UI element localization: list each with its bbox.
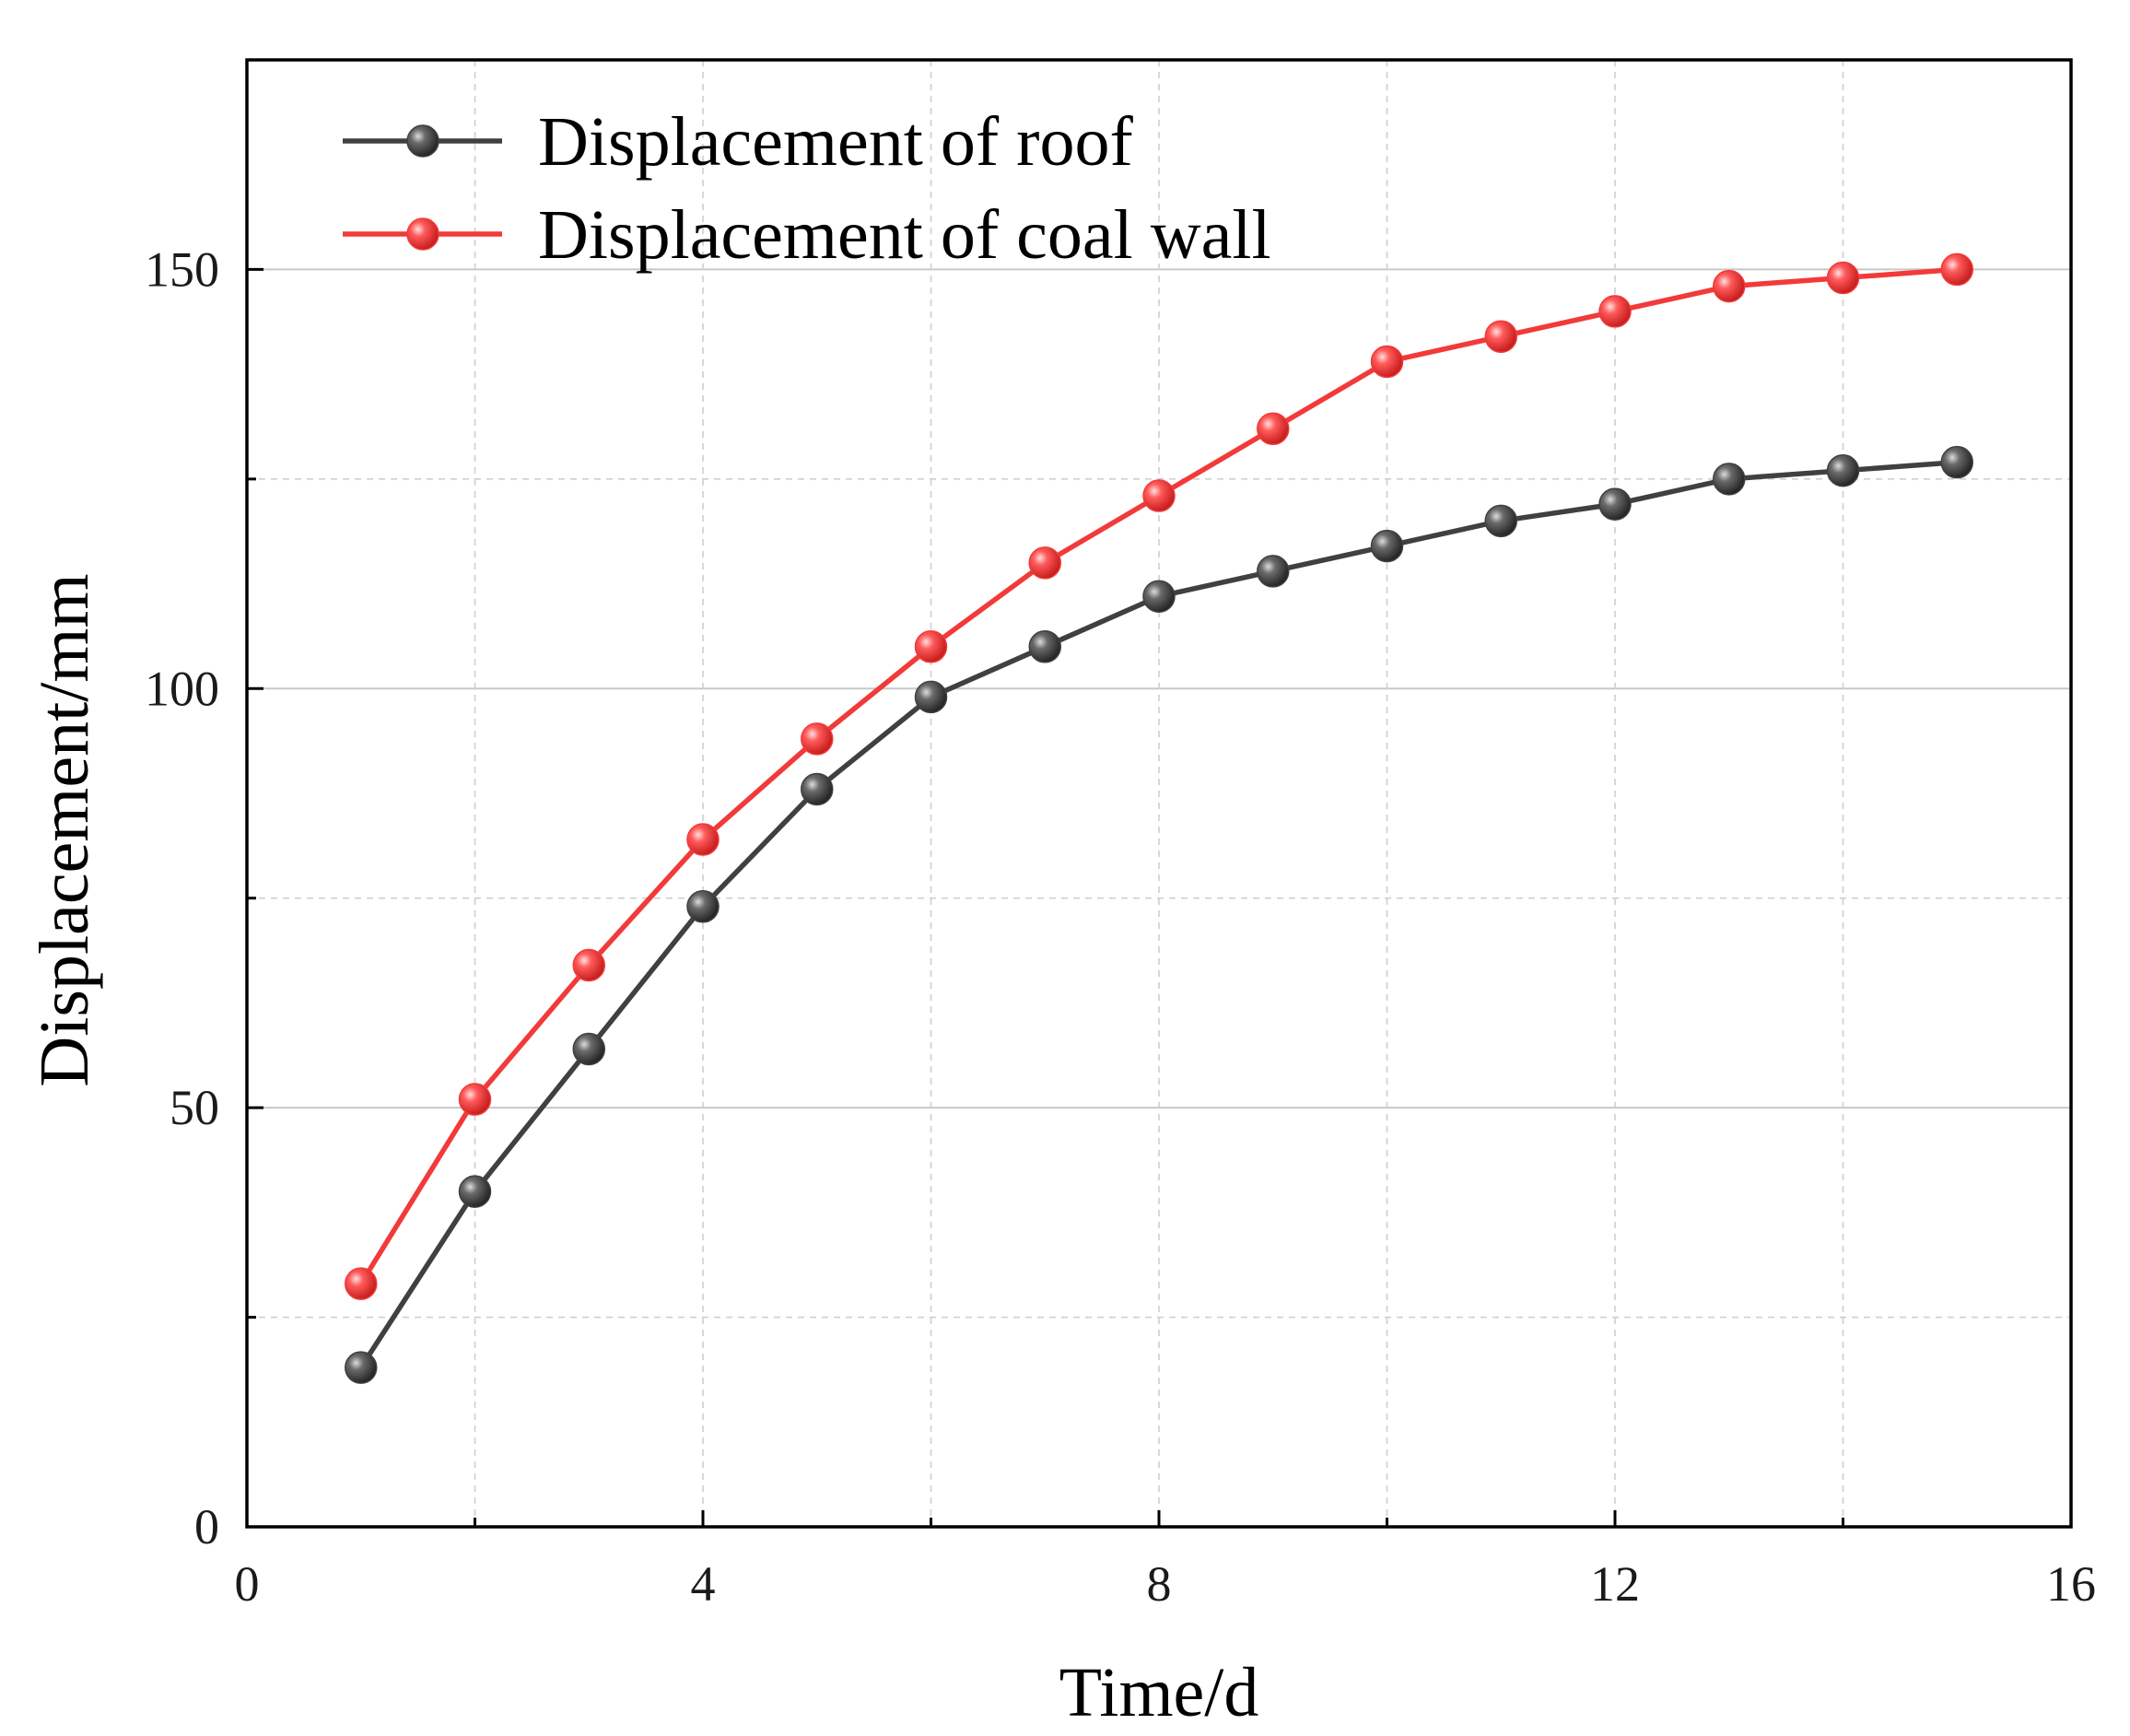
series-displacement-of-roof <box>345 445 1973 1384</box>
x-tick-label: 8 <box>1147 1556 1172 1612</box>
data-point <box>1028 546 1061 580</box>
x-axis-title: Time/d <box>1059 1654 1259 1731</box>
data-point <box>1598 295 1632 328</box>
data-point <box>572 948 605 982</box>
data-point <box>1940 445 1973 479</box>
data-point <box>572 1032 605 1066</box>
series-displacement-of-coal-wall <box>345 252 1973 1300</box>
data-point <box>1826 261 1860 295</box>
data-point <box>1142 580 1176 613</box>
y-axis-title: Displacement/mm <box>26 573 103 1086</box>
data-point <box>458 1175 492 1208</box>
data-point <box>801 722 834 756</box>
data-point <box>1940 252 1973 287</box>
legend-item-displacement-of-roof: Displacement of roof <box>343 103 1133 181</box>
data-point <box>1713 269 1746 303</box>
y-tick-label: 0 <box>194 1499 219 1554</box>
plot-series <box>345 252 1973 1384</box>
data-point <box>686 890 720 923</box>
axes: 0 4 8 12 16 0 50 100 150 <box>145 58 2096 1612</box>
x-tick-label: 16 <box>2046 1556 2096 1612</box>
legend-item-displacement-of-coal-wall: Displacement of coal wall <box>343 196 1271 274</box>
data-point <box>914 630 948 663</box>
data-point <box>914 680 948 714</box>
data-point <box>1826 454 1860 487</box>
y-tick-label: 150 <box>145 241 219 297</box>
y-tick-label: 100 <box>145 661 219 716</box>
data-point <box>345 1267 378 1300</box>
data-point <box>1370 529 1404 563</box>
data-point <box>458 1083 492 1116</box>
legend: Displacement of roof Displacement of coal… <box>343 103 1271 274</box>
data-point <box>1484 504 1517 538</box>
y-tick-label: 50 <box>170 1080 219 1135</box>
data-point <box>1257 555 1290 588</box>
x-tick-label: 4 <box>691 1556 716 1612</box>
data-point <box>1484 320 1517 353</box>
data-point <box>345 1351 378 1384</box>
legend-label: Displacement of coal wall <box>538 196 1271 274</box>
data-point <box>801 772 834 806</box>
data-point <box>1028 630 1061 663</box>
legend-marker <box>406 124 439 158</box>
data-point <box>686 823 720 856</box>
legend-marker <box>406 217 439 251</box>
data-point <box>1598 487 1632 521</box>
x-tick-label: 0 <box>235 1556 260 1612</box>
data-point <box>1142 479 1176 512</box>
legend-label: Displacement of roof <box>538 103 1133 181</box>
x-tick-label: 12 <box>1590 1556 1640 1612</box>
data-point <box>1257 412 1290 446</box>
data-point <box>1713 463 1746 496</box>
data-point <box>1370 345 1404 379</box>
